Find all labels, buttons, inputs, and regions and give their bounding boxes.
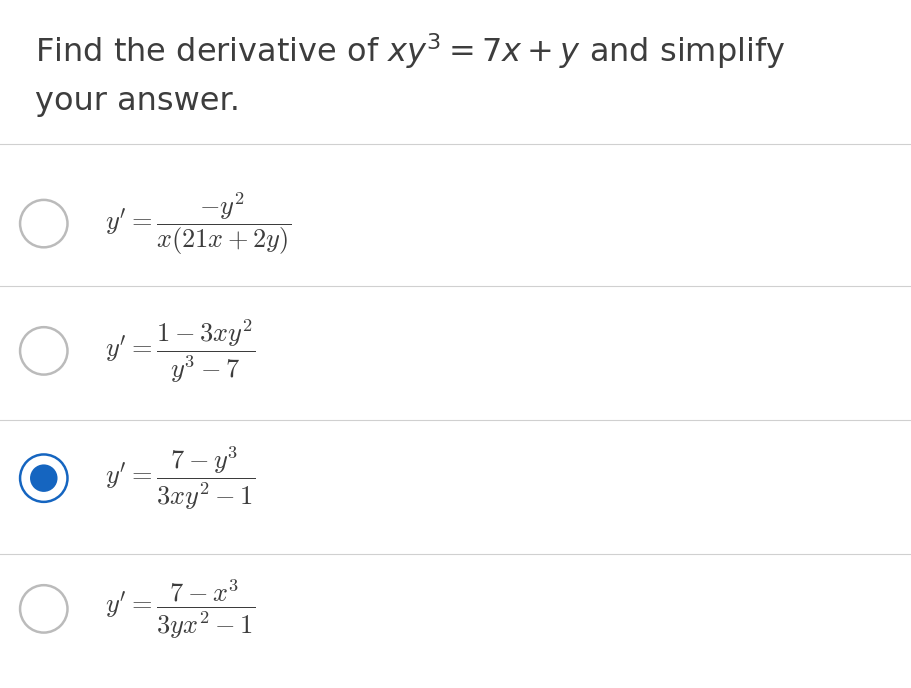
Text: Find the derivative of $xy^3 = 7x + y$ and simplify: Find the derivative of $xy^3 = 7x + y$ a… (35, 31, 784, 71)
Ellipse shape (20, 327, 67, 374)
Text: $y' = \dfrac{7-y^3}{3xy^2-1}$: $y' = \dfrac{7-y^3}{3xy^2-1}$ (105, 444, 254, 512)
Text: $y' = \dfrac{7-x^3}{3yx^2-1}$: $y' = \dfrac{7-x^3}{3yx^2-1}$ (105, 577, 254, 641)
Ellipse shape (20, 200, 67, 247)
Text: your answer.: your answer. (35, 86, 240, 117)
Text: $y' = \dfrac{-y^2}{x(21x+2y)}$: $y' = \dfrac{-y^2}{x(21x+2y)}$ (105, 190, 291, 257)
Ellipse shape (20, 585, 67, 632)
Text: $y' = \dfrac{1-3xy^2}{y^3-7}$: $y' = \dfrac{1-3xy^2}{y^3-7}$ (105, 317, 254, 385)
Ellipse shape (20, 455, 67, 502)
Ellipse shape (30, 464, 57, 492)
